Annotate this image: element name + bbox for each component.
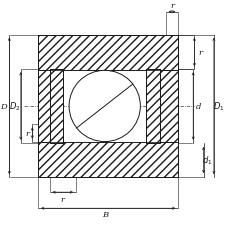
Text: $D_1$: $D_1$ bbox=[212, 100, 223, 113]
Text: r: r bbox=[25, 129, 29, 137]
Polygon shape bbox=[49, 70, 63, 143]
Text: B: B bbox=[101, 210, 107, 218]
Polygon shape bbox=[38, 71, 49, 142]
Text: r: r bbox=[60, 195, 65, 203]
Text: d: d bbox=[195, 103, 200, 110]
Text: D: D bbox=[0, 103, 7, 110]
Polygon shape bbox=[145, 70, 159, 143]
Polygon shape bbox=[38, 142, 177, 177]
Text: $d_1$: $d_1$ bbox=[202, 154, 212, 166]
Polygon shape bbox=[38, 35, 177, 71]
Text: r: r bbox=[197, 49, 201, 57]
Text: r: r bbox=[169, 2, 173, 10]
Text: $D_2$: $D_2$ bbox=[9, 100, 21, 113]
Circle shape bbox=[69, 71, 140, 142]
Polygon shape bbox=[159, 71, 177, 142]
